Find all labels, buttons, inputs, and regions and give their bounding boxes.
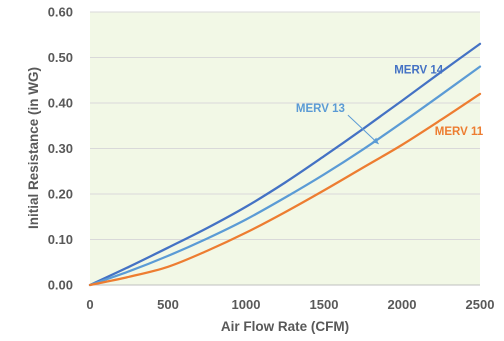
y-tick-label: 0.10 bbox=[48, 232, 73, 247]
x-tick-label: 1000 bbox=[232, 297, 261, 312]
y-tick-label: 0.60 bbox=[48, 5, 73, 20]
y-tick-label: 0.40 bbox=[48, 96, 73, 111]
y-tick-label: 0.30 bbox=[48, 141, 73, 156]
y-tick-label: 0.00 bbox=[48, 278, 73, 293]
y-tick-labels: 0.00 0.10 0.20 0.30 0.40 0.50 0.60 bbox=[48, 5, 73, 293]
series-line-merv-11 bbox=[88, 92, 482, 287]
y-tick-label: 0.50 bbox=[48, 50, 73, 65]
grid-lines bbox=[90, 11, 480, 240]
y-tick-label: 0.20 bbox=[48, 187, 73, 202]
series-label-merv-13: MERV 13 bbox=[296, 103, 345, 115]
x-tick-labels: 0 500 1000 1500 2000 2500 bbox=[86, 297, 494, 312]
series-line-merv-13 bbox=[88, 65, 482, 287]
series-line-merv-14 bbox=[88, 42, 482, 287]
x-tick-label: 1500 bbox=[310, 297, 339, 312]
annotation-arrow-head bbox=[372, 137, 379, 144]
x-tick-label: 0 bbox=[86, 297, 93, 312]
x-axis-title: Air Flow Rate (CFM) bbox=[221, 319, 349, 334]
x-tick-label: 2000 bbox=[388, 297, 417, 312]
series-label-merv-14: MERV 14 bbox=[394, 64, 444, 76]
series-label-merv-11: MERV 11 bbox=[435, 126, 484, 138]
annotation-arrow-line bbox=[347, 114, 379, 145]
annotations: MERV 14 MERV 13 MERV 11 bbox=[296, 64, 484, 145]
y-axis-title: Initial Resistance (in WG) bbox=[26, 67, 41, 229]
x-tick-label: 2500 bbox=[466, 297, 495, 312]
series-lines bbox=[88, 42, 482, 287]
x-tick-label: 500 bbox=[157, 297, 179, 312]
